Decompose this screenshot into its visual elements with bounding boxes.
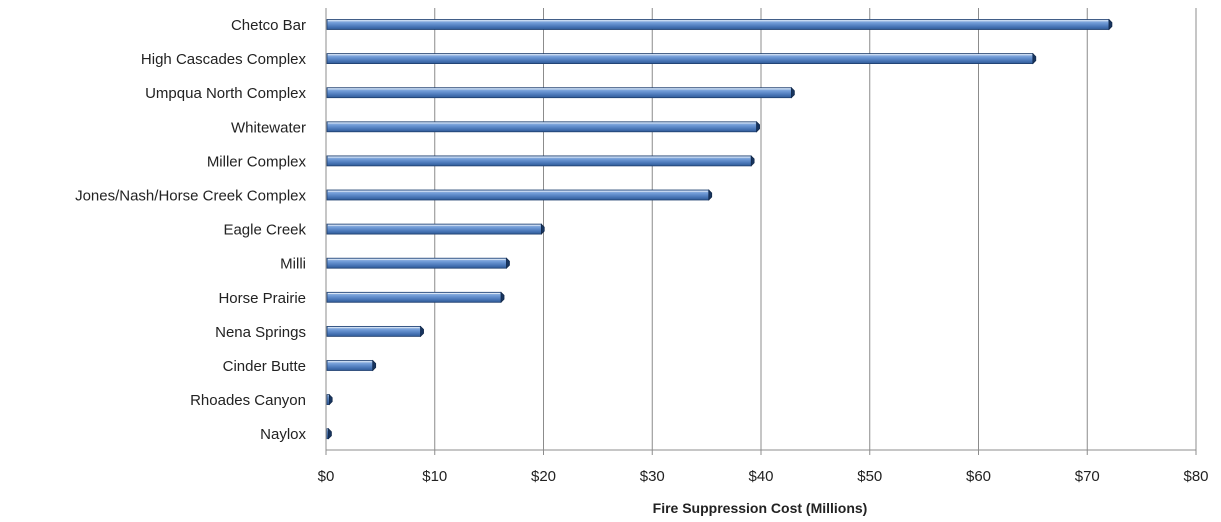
bar — [326, 257, 510, 269]
x-tick-label: $50 — [857, 468, 882, 485]
bar — [326, 393, 333, 406]
bar-end-cap — [541, 223, 545, 235]
category-label: Miller Complex — [207, 153, 307, 170]
category-label: Naylox — [260, 426, 306, 443]
x-axis-title: Fire Suppression Cost (Millions) — [653, 500, 868, 516]
axes — [325, 8, 1197, 455]
x-tick-labels: $0 $10 $20 $30 $40 $50 $60 $70 $80 — [318, 468, 1209, 485]
bar-end-cap — [750, 155, 755, 167]
x-tick-label: $0 — [318, 468, 335, 485]
category-label: Rhoades Canyon — [190, 392, 306, 409]
bar-end-cap — [1108, 18, 1113, 31]
bar — [326, 52, 1037, 65]
x-tick-label: $60 — [966, 468, 991, 485]
category-label: High Cascades Complex — [141, 51, 307, 68]
category-label: Horse Prairie — [218, 290, 306, 307]
x-tick-label: $80 — [1183, 468, 1208, 485]
bar-end-cap — [708, 189, 713, 201]
bar — [326, 325, 424, 338]
gridlines — [434, 8, 1197, 450]
bar-end-cap — [420, 325, 424, 338]
bar-end-cap — [506, 257, 510, 269]
category-label: Chetco Bar — [231, 17, 306, 34]
bars — [326, 18, 1113, 440]
bar-end-cap — [328, 393, 333, 406]
bar-end-cap — [1032, 52, 1037, 65]
x-tick-label: $10 — [422, 468, 447, 485]
bar-end-cap — [328, 427, 332, 440]
bar — [326, 155, 755, 167]
bar-end-cap — [372, 359, 377, 372]
bar — [326, 18, 1113, 31]
bar — [326, 86, 795, 99]
bar-end-cap — [756, 121, 760, 133]
x-tick-label: $30 — [640, 468, 665, 485]
bar — [326, 427, 332, 440]
x-tick-label: $70 — [1075, 468, 1100, 485]
category-label: Milli — [280, 256, 306, 273]
category-label: Jones/Nash/Horse Creek Complex — [75, 188, 306, 205]
category-label: Whitewater — [231, 119, 306, 136]
bar — [326, 291, 505, 304]
category-labels: Chetco Bar High Cascades Complex Umpqua No… — [75, 17, 306, 443]
bar-end-cap — [791, 86, 795, 99]
bar — [326, 121, 760, 133]
bar — [326, 189, 713, 201]
bar — [326, 359, 377, 372]
bar — [326, 223, 545, 235]
category-label: Eagle Creek — [223, 222, 306, 239]
category-label: Umpqua North Complex — [145, 85, 306, 102]
bar-end-cap — [500, 291, 505, 304]
x-tick-label: $20 — [531, 468, 556, 485]
x-tick-label: $40 — [748, 468, 773, 485]
category-label: Cinder Butte — [223, 358, 306, 375]
category-label: Nena Springs — [215, 324, 306, 341]
